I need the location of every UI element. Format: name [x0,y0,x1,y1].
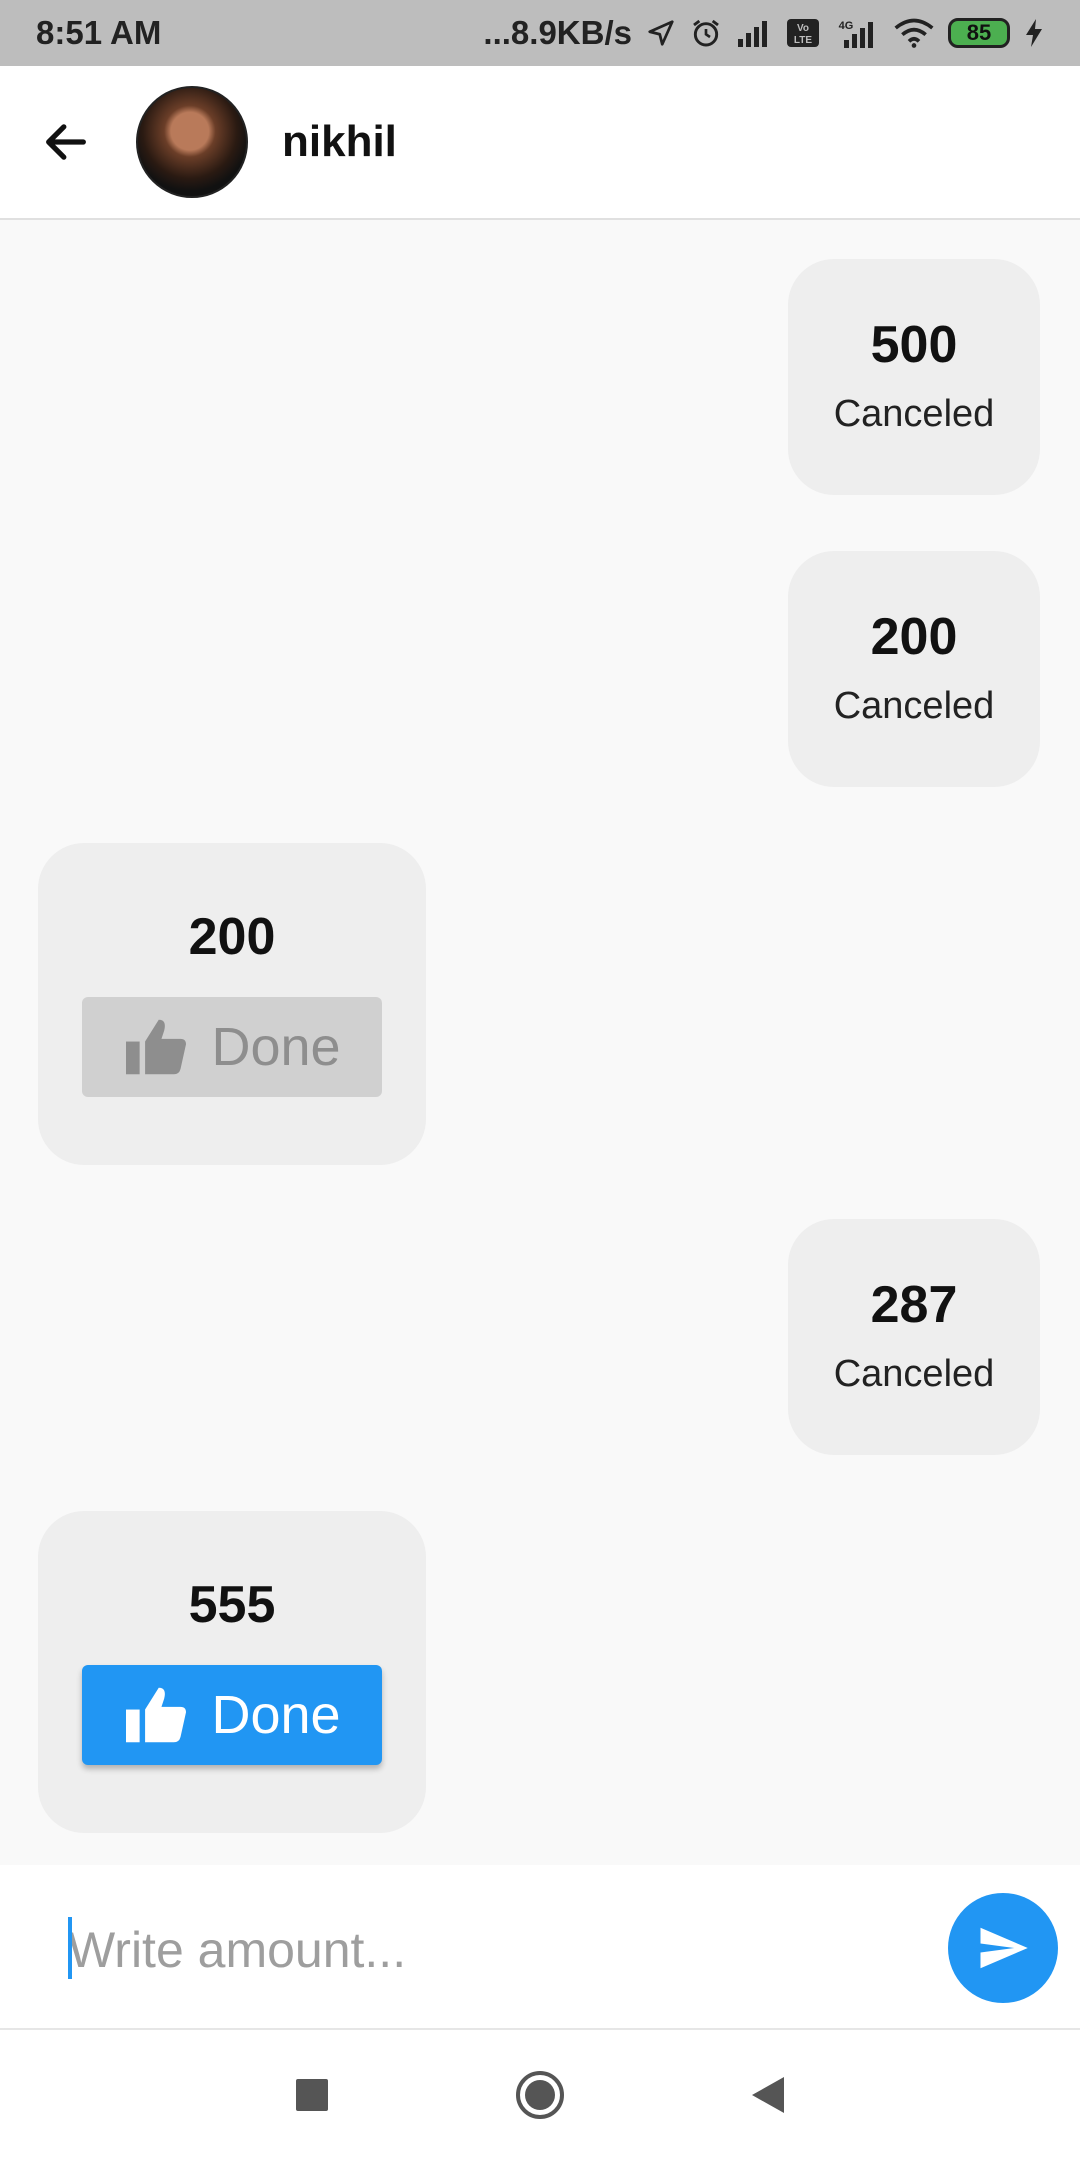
alarm-icon [693,19,719,47]
message-status: Canceled [833,1352,995,1395]
system-nav-bar [0,2030,1080,2160]
message-amount: 200 [188,908,276,966]
message-amount: 555 [188,1576,276,1634]
location-arrow-icon [648,20,674,46]
contact-name[interactable]: nikhil [282,117,397,166]
nav-back-button[interactable] [724,2051,812,2139]
done-button[interactable]: Done [82,997,382,1097]
thumbs-up-icon [126,1687,187,1743]
send-button[interactable] [948,1893,1058,2003]
message-amount: 287 [870,1275,958,1334]
message-bubble: 287 Canceled [788,1219,1040,1455]
svg-text:4G: 4G [839,20,854,32]
message-amount: 200 [870,607,958,666]
home-button[interactable] [496,2051,584,2139]
message-status: Canceled [833,684,995,727]
send-icon [980,1927,1028,1969]
message-amount: 500 [870,315,958,374]
message-status: Canceled [833,392,995,435]
arrow-left-icon [46,124,86,160]
message-bubble: 500 Canceled [788,259,1040,495]
charging-icon [1026,19,1042,47]
message-list[interactable]: 500 Canceled 200 Canceled 200 Done 287 C… [0,220,1080,1865]
recent-apps-button[interactable] [268,2051,356,2139]
text-cursor [68,1917,72,1979]
signal-icon [738,21,767,47]
back-icon [752,2077,784,2113]
status-icons: ...8.9KB/s Vo LTE 4G 85 [483,14,1044,52]
battery-icon: 85 [948,18,1010,48]
done-button-label: Done [211,1685,341,1745]
message-bubble: 200 Done [38,843,426,1165]
signal-4g-icon: 4G [839,20,873,48]
recent-apps-icon [296,2079,328,2111]
chat-header: nikhil [0,66,1080,220]
home-icon [516,2071,564,2119]
done-button-label: Done [211,1017,341,1077]
back-button[interactable] [26,102,106,182]
message-bubble: 200 Canceled [788,551,1040,787]
message-bubble: 555 Done [38,1511,426,1833]
contact-avatar[interactable] [136,86,248,198]
status-time: 8:51 AM [36,14,162,51]
svg-text:Vo: Vo [797,23,809,34]
status-bar: 8:51 AM ...8.9KB/s Vo LTE 4G 85 [0,0,1080,66]
net-speed: ...8.9KB/s [483,14,632,51]
composer [0,1865,1080,2030]
thumbs-up-icon [126,1019,187,1075]
svg-text:LTE: LTE [794,35,812,46]
wifi-icon [894,18,934,48]
amount-input[interactable] [68,1915,908,1985]
done-button[interactable]: Done [82,1665,382,1765]
